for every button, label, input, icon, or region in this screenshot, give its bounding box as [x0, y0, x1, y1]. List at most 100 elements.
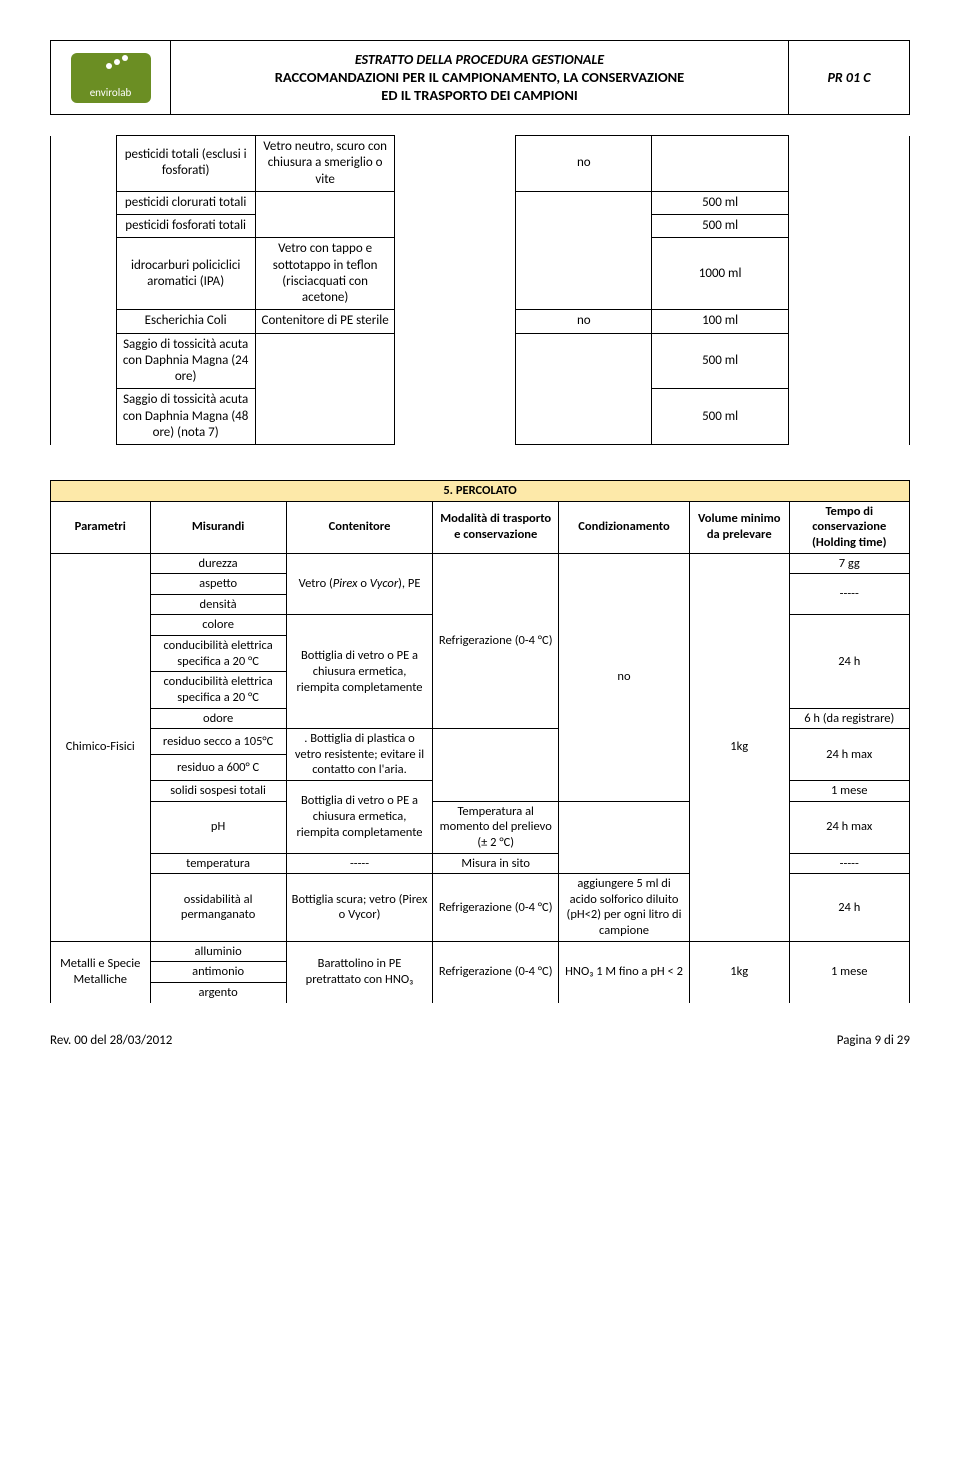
cell: Bottiglia scura; vetro (Pirex o Vycor): [286, 874, 433, 942]
envirolab-logo: envirolab: [71, 53, 151, 103]
cell: solidi sospesi totali: [150, 781, 286, 802]
cell: pesticidi fosforati totali: [116, 215, 255, 238]
cell: [516, 333, 652, 445]
cell: no: [516, 310, 652, 333]
cell: [559, 801, 690, 874]
cell: 500 ml: [652, 333, 789, 389]
col-header: Volume minimo da prelevare: [689, 501, 789, 553]
cell: Contenitore di PE sterile: [255, 310, 395, 333]
empty-col: [395, 136, 516, 445]
cell: 1000 ml: [652, 238, 789, 310]
page-footer: Rev. 00 del 28/03/2012 Pagina 9 di 29: [50, 1003, 910, 1048]
cell: pesticidi totali (esclusi i fosforati): [116, 136, 255, 192]
cell: idrocarburi policiclici aromatici (IPA): [116, 238, 255, 310]
cell: Bottiglia di vetro o PE a chiusura ermet…: [286, 781, 433, 854]
cell: Escherichia Coli: [116, 310, 255, 333]
cell: Barattolino in PE pretrattato con HNO₃: [286, 941, 433, 1002]
title-line-3: ED IL TRASPORTO DEI CAMPIONI: [181, 86, 778, 104]
section-title: 5. PERCOLATO: [51, 481, 910, 502]
cell: odore: [150, 708, 286, 729]
cell: no: [516, 136, 652, 192]
cell: durezza: [150, 553, 286, 574]
col-header: Condizionamento: [559, 501, 690, 553]
cell: [255, 333, 395, 445]
cell: densità: [150, 594, 286, 615]
cell: Refrigerazione (0-4 °C): [433, 941, 559, 1002]
logo-text: envirolab: [90, 86, 132, 99]
cell: pesticidi clorurati totali: [116, 191, 255, 214]
empty-col: [789, 136, 910, 445]
cell: Bottiglia di vetro o PE a chiusura ermet…: [286, 615, 433, 729]
page-number: Pagina 9 di 29: [837, 1033, 910, 1048]
cell: [255, 191, 395, 238]
col-header: Modalità di trasporto e conservazione: [433, 501, 559, 553]
title-line-1: ESTRATTO DELLA PROCEDURA GESTIONALE: [181, 51, 778, 68]
cell: -----: [789, 574, 910, 615]
table-row: Chimico-Fisici durezza Vetro (Pirex o Vy…: [51, 553, 910, 574]
cell: conducibilità elettrica specifica a 20 °…: [150, 672, 286, 708]
cell: . Bottiglia di plastica o vetro resisten…: [286, 729, 433, 781]
cell: 24 h max: [789, 729, 910, 781]
col-header: Tempo di conservazione (Holding time): [789, 501, 910, 553]
table-row: Metalli e Specie Metalliche alluminio Ba…: [51, 941, 910, 962]
cell: alluminio: [150, 941, 286, 962]
section-row: 5. PERCOLATO: [51, 481, 910, 502]
cell: 1kg: [689, 553, 789, 941]
cell: [433, 729, 559, 802]
cell: 24 h: [789, 874, 910, 942]
cell: 7 gg: [789, 553, 910, 574]
document-header: envirolab ESTRATTO DELLA PROCEDURA GESTI…: [50, 40, 910, 115]
cell: temperatura: [150, 853, 286, 874]
cell: 100 ml: [652, 310, 789, 333]
cell: colore: [150, 615, 286, 636]
cell: 500 ml: [652, 389, 789, 445]
cell: [652, 136, 789, 192]
revision-info: Rev. 00 del 28/03/2012: [50, 1033, 172, 1048]
cell: Chimico-Fisici: [51, 553, 151, 941]
cell: Vetro neutro, scuro con chiusura a smeri…: [255, 136, 395, 192]
col-header: Misurandi: [150, 501, 286, 553]
empty-param: [51, 136, 117, 445]
col-header: Parametri: [51, 501, 151, 553]
cell: -----: [789, 853, 910, 874]
cell: -----: [286, 853, 433, 874]
cell: Metalli e Specie Metalliche: [51, 941, 151, 1002]
cell: no: [559, 553, 690, 801]
table-continuation: pesticidi totali (esclusi i fosforati) V…: [50, 135, 910, 445]
cell: aspetto: [150, 574, 286, 595]
cell: argento: [150, 982, 286, 1002]
cell: Refrigerazione (0-4 °C): [433, 874, 559, 942]
cell: residuo secco a 105°C: [150, 729, 286, 755]
col-header: Contenitore: [286, 501, 433, 553]
table-row: pesticidi totali (esclusi i fosforati) V…: [51, 136, 910, 192]
table-percolato: 5. PERCOLATO Parametri Misurandi Conteni…: [50, 480, 910, 1003]
doc-code: PR 01 C: [789, 41, 909, 114]
cell: antimonio: [150, 962, 286, 983]
cell: 500 ml: [652, 215, 789, 238]
cell: Misura in sito: [433, 853, 559, 874]
cell: ossidabilità al permanganato: [150, 874, 286, 942]
cell: residuo a 600° C: [150, 755, 286, 781]
cell: Temperatura al momento del prelievo (± 2…: [433, 801, 559, 853]
cell: 24 h: [789, 615, 910, 708]
cell: pH: [150, 801, 286, 853]
cell: 1 mese: [789, 781, 910, 802]
cell: 24 h max: [789, 801, 910, 853]
title-cell: ESTRATTO DELLA PROCEDURA GESTIONALE RACC…: [171, 41, 789, 114]
cell: Vetro (Pirex o Vycor), PE: [286, 553, 433, 615]
cell: 6 h (da registrare): [789, 708, 910, 729]
cell: aggiungere 5 ml di acido solforico dilui…: [559, 874, 690, 942]
cell: Saggio di tossicità acuta con Daphnia Ma…: [116, 333, 255, 389]
cell: 1kg: [689, 941, 789, 1002]
header-row: Parametri Misurandi Contenitore Modalità…: [51, 501, 910, 553]
cell: Refrigerazione (0-4 °C): [433, 553, 559, 729]
cell: Vetro con tappo e sottotappo in teflon (…: [255, 238, 395, 310]
logo-cell: envirolab: [51, 41, 171, 114]
cell: HNO₃ 1 M fino a pH < 2: [559, 941, 690, 1002]
cell: 1 mese: [789, 941, 910, 1002]
cell: Saggio di tossicità acuta con Daphnia Ma…: [116, 389, 255, 445]
cell: [516, 191, 652, 310]
title-line-2: RACCOMANDAZIONI PER IL CAMPIONAMENTO, LA…: [181, 68, 778, 86]
cell: 500 ml: [652, 191, 789, 214]
cell: conducibilità elettrica specifica a 20 °…: [150, 636, 286, 672]
